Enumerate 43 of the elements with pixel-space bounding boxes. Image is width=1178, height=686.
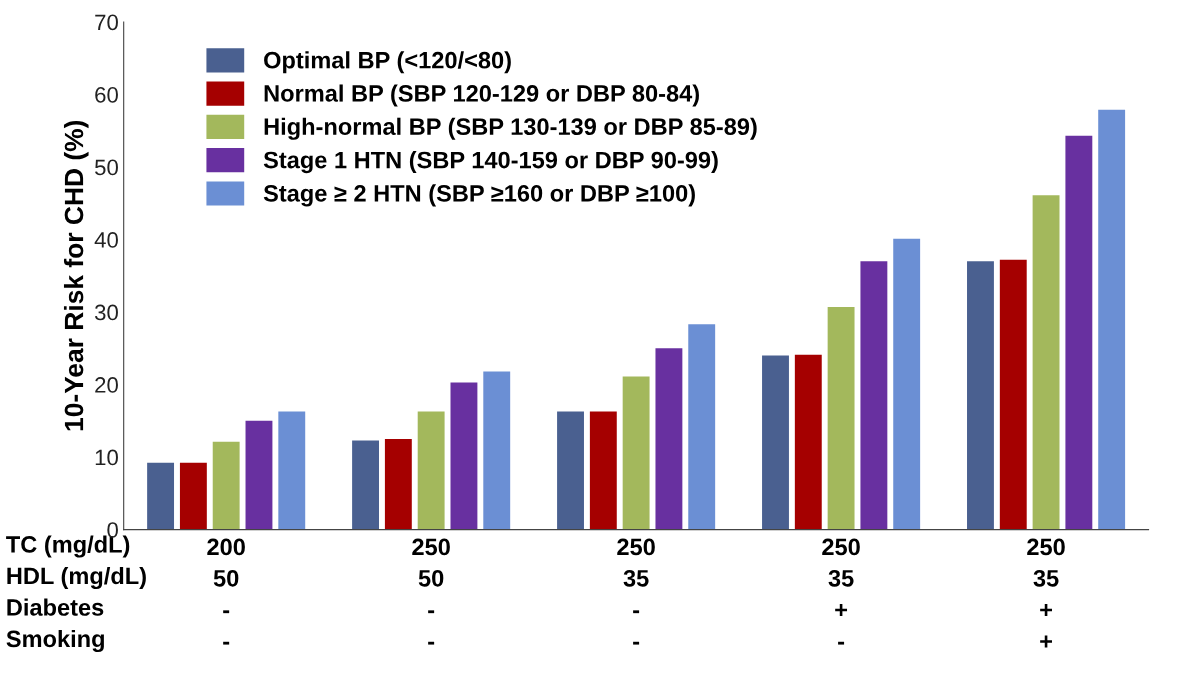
bar [147,462,175,530]
x-tick-label: 250 35 + + [1027,538,1065,648]
legend-label: Stage ≥ 2 HTN (SBP ≥160 or DBP ≥100) [263,184,695,207]
bar [622,376,650,530]
y-tick-label: 70 [95,14,118,31]
y-tick-label: 10 [95,449,118,466]
bar [762,355,789,530]
bar [967,261,994,530]
bar [1065,135,1093,530]
y-tick-label: 50 [95,159,118,176]
bar [278,411,306,530]
bar [450,382,478,530]
legend-label: Stage 1 HTN (SBP 140-159 or DBP 90-99) [263,151,718,174]
bar [589,411,617,530]
x-tick-label: 250 35 + - [822,538,860,645]
bar [417,411,445,530]
legend-label: Optimal BP (<120/<80) [264,51,511,74]
bar [384,438,412,530]
legend-label: Normal BP (SBP 120-129 or DBP 80-84) [264,84,699,107]
category-label: 250 35 - - [617,538,655,645]
bar [794,354,822,530]
category-label: 250 50 - - [412,538,450,645]
y-tick-label: 20 [95,377,118,393]
y-tick-label: 60 [95,87,118,103]
category-label: 200 50 - - [207,538,245,645]
bar [999,259,1027,530]
bar [212,441,240,530]
bar [1098,109,1126,530]
legend-label: High-normal BP (SBP 130-139 or DBP 85-89) [264,117,757,140]
bar [1032,195,1060,530]
bar [893,238,921,530]
y-tick-label: 30 [94,304,118,321]
bar [352,440,379,530]
bar [179,462,207,530]
bar [860,261,888,530]
y-axis-title: 10-Year Risk for CHD (%) [63,120,89,431]
bar [827,306,855,530]
bar [245,420,273,530]
bar [688,324,716,530]
bar [483,371,511,530]
bar [655,348,683,530]
bar [557,411,584,530]
y-tick-label: 40 [94,232,118,248]
